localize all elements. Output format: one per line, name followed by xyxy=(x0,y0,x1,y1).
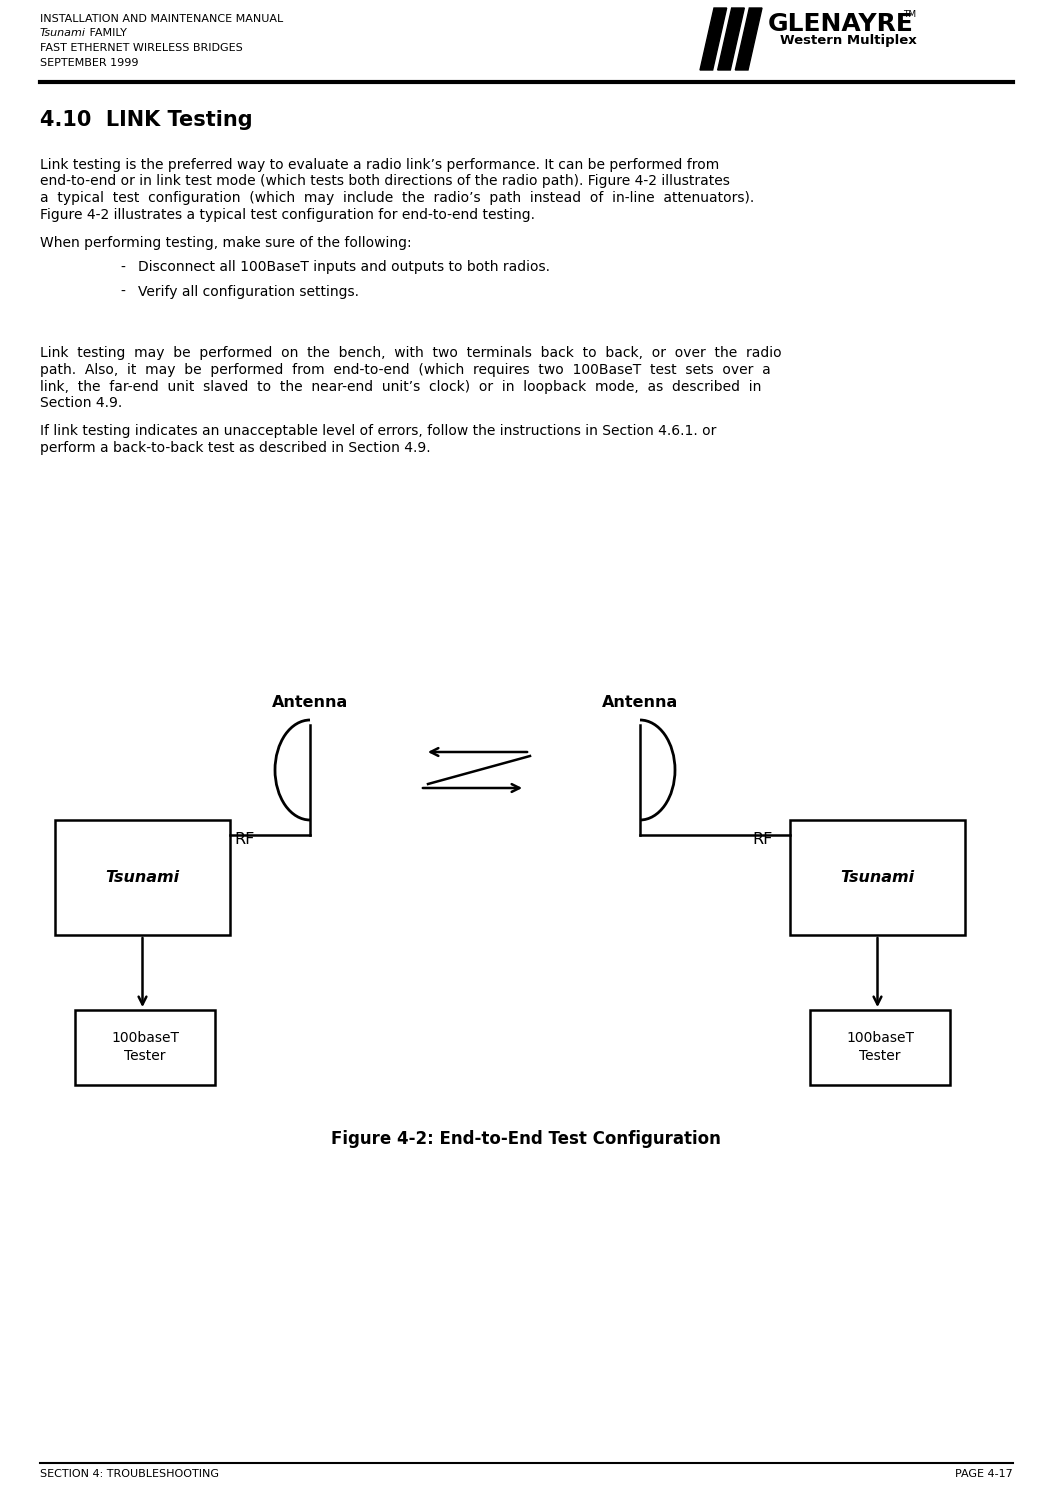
Text: end-to-end or in link test mode (which tests both directions of the radio path).: end-to-end or in link test mode (which t… xyxy=(40,174,730,188)
Text: 100baseT: 100baseT xyxy=(846,1032,914,1045)
Text: PAGE 4-17: PAGE 4-17 xyxy=(955,1469,1013,1479)
Text: Tester: Tester xyxy=(859,1050,900,1063)
Text: Antenna: Antenna xyxy=(272,695,349,710)
Text: a  typical  test  configuration  (which  may  include  the  radio’s  path  inste: a typical test configuration (which may … xyxy=(40,191,754,204)
Text: If link testing indicates an unacceptable level of errors, follow the instructio: If link testing indicates an unacceptabl… xyxy=(40,425,716,438)
Text: perform a back-to-back test as described in Section 4.9.: perform a back-to-back test as described… xyxy=(40,441,431,455)
Text: Tsunami: Tsunami xyxy=(105,871,180,886)
Text: TM: TM xyxy=(903,10,916,19)
Text: Section 4.9.: Section 4.9. xyxy=(40,397,122,410)
Text: SEPTEMBER 1999: SEPTEMBER 1999 xyxy=(40,58,139,67)
Text: RF: RF xyxy=(234,832,255,847)
Text: Verify all configuration settings.: Verify all configuration settings. xyxy=(138,285,359,300)
Text: -: - xyxy=(120,261,125,274)
Text: Link testing is the preferred way to evaluate a radio link’s performance. It can: Link testing is the preferred way to eva… xyxy=(40,158,719,171)
Text: Western Multiplex: Western Multiplex xyxy=(780,34,917,48)
Bar xyxy=(790,820,965,935)
Text: INSTALLATION AND MAINTENANCE MANUAL: INSTALLATION AND MAINTENANCE MANUAL xyxy=(40,13,283,24)
Text: Antenna: Antenna xyxy=(602,695,678,710)
Bar xyxy=(810,1009,950,1085)
Text: When performing testing, make sure of the following:: When performing testing, make sure of th… xyxy=(40,236,412,250)
Text: Tester: Tester xyxy=(124,1050,165,1063)
Text: FAMILY: FAMILY xyxy=(86,28,126,39)
Text: Figure 4-2 illustrates a typical test configuration for end-to-end testing.: Figure 4-2 illustrates a typical test co… xyxy=(40,207,535,222)
Text: Tsunami: Tsunami xyxy=(40,28,86,39)
Text: FAST ETHERNET WIRELESS BRIDGES: FAST ETHERNET WIRELESS BRIDGES xyxy=(40,43,243,54)
Text: path.  Also,  it  may  be  performed  from  end-to-end  (which  requires  two  1: path. Also, it may be performed from end… xyxy=(40,362,771,377)
Text: -: - xyxy=(120,285,125,300)
Bar xyxy=(55,820,230,935)
Text: SECTION 4: TROUBLESHOOTING: SECTION 4: TROUBLESHOOTING xyxy=(40,1469,219,1479)
Text: 4.10  LINK Testing: 4.10 LINK Testing xyxy=(40,110,253,130)
Text: GLENAYRE: GLENAYRE xyxy=(768,12,914,36)
Text: Tsunami: Tsunami xyxy=(840,871,915,886)
Text: Link  testing  may  be  performed  on  the  bench,  with  two  terminals  back  : Link testing may be performed on the ben… xyxy=(40,346,781,361)
Text: link,  the  far-end  unit  slaved  to  the  near-end  unit’s  clock)  or  in  lo: link, the far-end unit slaved to the nea… xyxy=(40,380,761,394)
Polygon shape xyxy=(700,7,727,70)
Polygon shape xyxy=(718,7,744,70)
Text: Disconnect all 100BaseT inputs and outputs to both radios.: Disconnect all 100BaseT inputs and outpu… xyxy=(138,261,550,274)
Text: RF: RF xyxy=(752,832,772,847)
Bar xyxy=(75,1009,215,1085)
Text: Figure 4-2: End-to-End Test Configuration: Figure 4-2: End-to-End Test Configuratio… xyxy=(331,1130,721,1148)
Polygon shape xyxy=(735,7,762,70)
Text: 100baseT: 100baseT xyxy=(111,1032,179,1045)
